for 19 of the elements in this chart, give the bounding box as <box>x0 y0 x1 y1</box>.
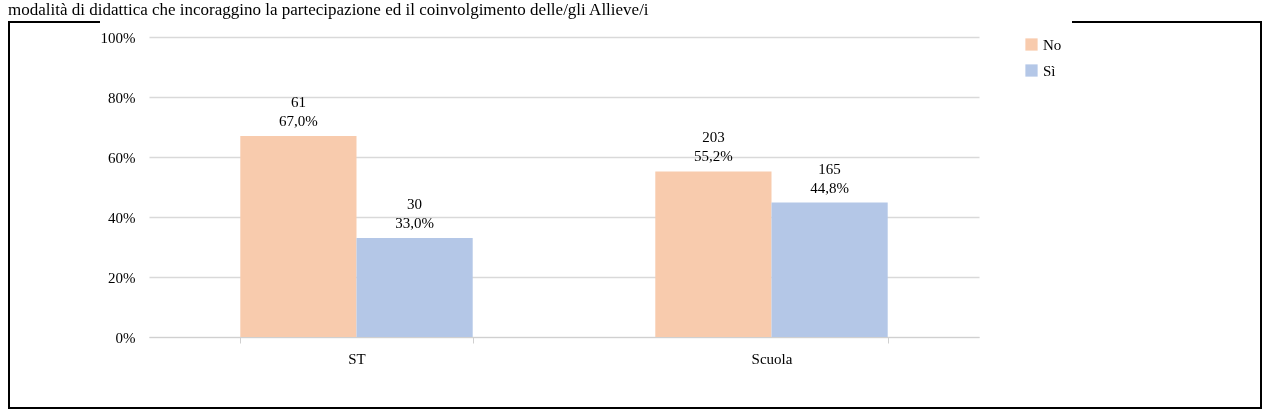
chart-title: modalità di didattica che incoraggino la partecipazione ed il coinvolgimento delle/gli Allieve/i <box>8 0 649 20</box>
x-tick-label: Scuola <box>751 350 793 367</box>
bar <box>356 238 473 337</box>
x-tick-label: ST <box>348 350 366 367</box>
legend-label: Sì <box>1043 62 1056 79</box>
data-label: 203 55,2% <box>694 129 733 165</box>
y-tick-label: 0% <box>115 329 136 346</box>
bar <box>655 171 772 337</box>
bar <box>771 202 888 337</box>
y-tick-label: 40% <box>108 209 136 226</box>
bar <box>240 136 357 337</box>
y-tick-label: 100% <box>100 29 136 46</box>
data-label: 30 33,0% <box>395 196 434 231</box>
y-tick-label: 60% <box>108 149 136 166</box>
y-tick-label: 20% <box>108 269 136 286</box>
legend-label: No <box>1043 36 1062 53</box>
data-label: 165 44,8% <box>810 160 849 196</box>
data-label: 61 67,0% <box>279 94 318 129</box>
y-tick-label: 80% <box>108 89 136 106</box>
